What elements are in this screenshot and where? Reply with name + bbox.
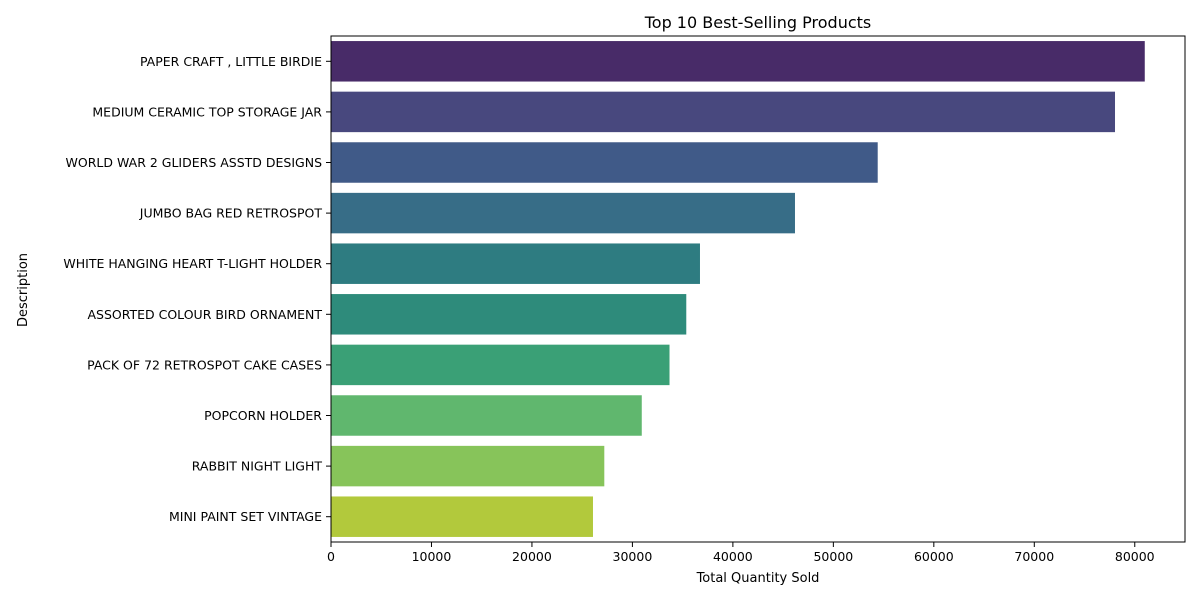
bar bbox=[331, 41, 1145, 82]
y-tick-label: ASSORTED COLOUR BIRD ORNAMENT bbox=[87, 307, 322, 322]
x-tick-label: 50000 bbox=[813, 549, 853, 564]
y-tick-label: PAPER CRAFT , LITTLE BIRDIE bbox=[140, 54, 322, 69]
bar bbox=[331, 192, 795, 234]
bar bbox=[331, 243, 700, 284]
x-tick-marks: 0 10000 20000 30000 40000 50000 60000 70000 8000… bbox=[326, 60, 1155, 564]
x-tick-label: 20000 bbox=[512, 549, 552, 564]
bar bbox=[331, 294, 687, 335]
bar bbox=[331, 395, 642, 436]
y-tick-label: MEDIUM CERAMIC TOP STORAGE JAR bbox=[92, 104, 322, 119]
plot-frame bbox=[330, 35, 1186, 543]
bar bbox=[331, 445, 605, 487]
x-tick-label: 40000 bbox=[713, 549, 753, 564]
x-tick-label: 70000 bbox=[1014, 549, 1054, 564]
y-tick-labels: PAPER CRAFT , LITTLE BIRDIE MEDIUM CERAMI… bbox=[63, 54, 322, 524]
axes-frame bbox=[330, 35, 1186, 543]
x-tick-label: 10000 bbox=[412, 549, 452, 564]
bar bbox=[331, 496, 593, 537]
chart-title: Top 10 Best-Selling Products bbox=[644, 13, 872, 32]
x-tick-label: 60000 bbox=[914, 549, 954, 564]
y-tick-label: RABBIT NIGHT LIGHT bbox=[192, 459, 323, 474]
bar bbox=[331, 142, 878, 183]
x-tick-label: 80000 bbox=[1115, 549, 1155, 564]
y-axis-label: Description bbox=[16, 253, 31, 327]
y-tick-label: MINI PAINT SET VINTAGE bbox=[169, 509, 322, 524]
y-tick-label: WORLD WAR 2 GLIDERS ASSTD DESIGNS bbox=[66, 155, 323, 170]
x-axis-label: Total Quantity Sold bbox=[696, 571, 820, 586]
bar bbox=[331, 344, 670, 386]
y-tick-label: PACK OF 72 RETROSPOT CAKE CASES bbox=[87, 357, 322, 372]
x-tick-label: 0 bbox=[327, 549, 335, 564]
bar bbox=[331, 91, 1116, 133]
y-tick-label: JUMBO BAG RED RETROSPOT bbox=[139, 206, 323, 221]
x-tick-label: 30000 bbox=[613, 549, 653, 564]
y-tick-label: POPCORN HOLDER bbox=[204, 408, 322, 423]
bars-layer bbox=[331, 41, 1145, 537]
y-tick-label: WHITE HANGING HEART T-LIGHT HOLDER bbox=[63, 256, 322, 271]
